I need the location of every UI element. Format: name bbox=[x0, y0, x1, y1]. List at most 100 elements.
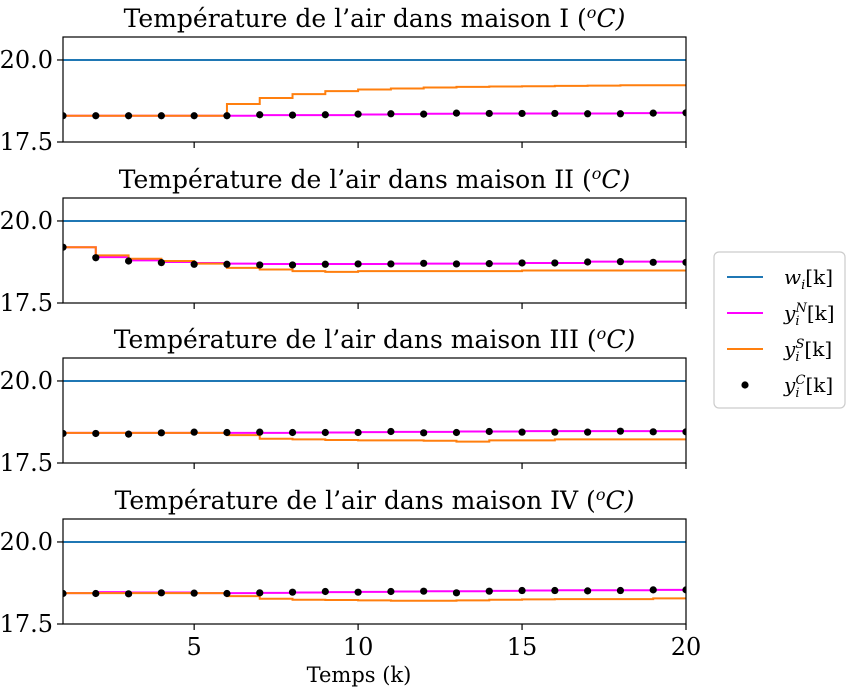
legend-label-arg: [k] bbox=[807, 301, 835, 325]
legend-label-base: w bbox=[784, 265, 801, 289]
point-yC bbox=[354, 110, 362, 118]
point-yC bbox=[223, 428, 231, 437]
legend-box bbox=[713, 251, 846, 409]
plot-area bbox=[63, 58, 686, 120]
point-yC bbox=[190, 589, 198, 597]
legend-entry-yS: yiS[k] bbox=[727, 337, 832, 365]
point-yC bbox=[452, 428, 461, 437]
panel-title-unit: C) bbox=[605, 486, 634, 515]
point-yC bbox=[616, 110, 625, 118]
point-yC bbox=[63, 243, 67, 251]
point-yC bbox=[354, 428, 362, 437]
point-yC bbox=[288, 111, 297, 119]
point-yC bbox=[288, 588, 297, 596]
point-yC bbox=[387, 587, 395, 596]
point-yC bbox=[551, 586, 559, 595]
legend-label-sub: i bbox=[795, 350, 799, 365]
point-yC bbox=[616, 586, 625, 595]
point-yC bbox=[616, 258, 625, 266]
point-yC bbox=[354, 260, 362, 268]
legend-label-sub: i bbox=[801, 278, 805, 293]
panel-title-sup: o bbox=[597, 324, 607, 343]
axes-frame bbox=[62, 197, 687, 304]
point-yC bbox=[616, 427, 625, 435]
plot-area bbox=[63, 540, 686, 602]
axes-frame bbox=[62, 36, 687, 143]
point-yC bbox=[452, 589, 461, 597]
point-yC bbox=[124, 112, 133, 120]
point-yC bbox=[682, 428, 686, 436]
panel-2: Température de l’air dans maison II (oC)… bbox=[0, 164, 687, 317]
point-yC bbox=[485, 109, 493, 118]
point-yC bbox=[551, 428, 559, 436]
legend-label-sup: C bbox=[795, 373, 805, 388]
legend-label-base: y bbox=[783, 373, 796, 397]
panel-title-sup: o bbox=[587, 3, 597, 22]
panel-title-unit: C) bbox=[596, 4, 625, 33]
series-yS bbox=[63, 84, 686, 117]
point-yC bbox=[124, 257, 133, 265]
axes-frame bbox=[62, 518, 687, 625]
point-yC bbox=[223, 589, 231, 598]
point-yC bbox=[649, 258, 657, 266]
legend-label: yiN[k] bbox=[783, 301, 835, 329]
y-tick-label: 17.5 bbox=[0, 610, 53, 638]
point-yC bbox=[157, 112, 165, 120]
panel-title-text: Température de l’air dans maison IV ( bbox=[115, 486, 596, 515]
legend-label-arg: [k] bbox=[805, 265, 833, 289]
panel-title: Température de l’air dans maison IV (oC) bbox=[115, 485, 635, 515]
point-yC bbox=[92, 589, 100, 598]
point-yC bbox=[682, 258, 686, 266]
x-tick-label: 5 bbox=[187, 633, 202, 661]
panel-title: Température de l’air dans maison II (oC) bbox=[119, 164, 631, 194]
panels: Température de l’air dans maison I (oC) 1… bbox=[0, 3, 701, 661]
point-yC bbox=[256, 428, 264, 436]
point-yC bbox=[551, 109, 559, 118]
point-yC bbox=[420, 259, 428, 267]
series-yS bbox=[63, 246, 686, 273]
point-yC bbox=[92, 112, 100, 120]
legend-label-sup: S bbox=[795, 337, 804, 352]
x-tick-label: 20 bbox=[671, 633, 702, 661]
point-yC bbox=[124, 590, 133, 598]
plot-area bbox=[63, 379, 686, 443]
point-yC bbox=[190, 260, 198, 268]
legend-label-arg: [k] bbox=[805, 373, 833, 397]
panel-title: Température de l’air dans maison I (oC) bbox=[124, 3, 626, 33]
point-yC bbox=[321, 260, 329, 268]
point-yC bbox=[649, 428, 657, 436]
y-tick-label: 20.0 bbox=[0, 528, 53, 556]
panel-title: Température de l’air dans maison III (oC… bbox=[114, 324, 635, 354]
point-yC bbox=[92, 254, 100, 262]
panel-title-sup: o bbox=[592, 164, 602, 183]
series-yS bbox=[63, 592, 686, 602]
panel-3: Température de l’air dans maison III (oC… bbox=[0, 324, 687, 477]
point-yC bbox=[124, 430, 133, 438]
point-yC bbox=[63, 589, 67, 598]
point-yC bbox=[157, 259, 165, 267]
point-yC bbox=[649, 586, 657, 594]
point-yC bbox=[682, 109, 686, 117]
point-yC bbox=[649, 109, 657, 117]
panel-title-unit: C) bbox=[601, 165, 630, 194]
legend-label-base: y bbox=[783, 337, 796, 361]
legend: wi[k]yiN[k]yiS[k]yiC[k] bbox=[713, 251, 846, 409]
y-tick-label: 20.0 bbox=[0, 46, 53, 74]
panel-4: Température de l’air dans maison IV (oC)… bbox=[0, 485, 701, 661]
point-yC bbox=[321, 587, 329, 596]
series-yS bbox=[63, 431, 686, 443]
point-yC bbox=[485, 427, 493, 436]
legend-entry-w: wi[k] bbox=[727, 265, 833, 293]
point-yC bbox=[321, 428, 329, 437]
panel-title-sup: o bbox=[596, 485, 606, 504]
panel-title-unit: C) bbox=[606, 325, 635, 354]
point-yC bbox=[518, 586, 526, 595]
legend-label: yiC[k] bbox=[783, 373, 833, 401]
point-yC bbox=[420, 429, 428, 437]
point-yC bbox=[584, 258, 592, 266]
point-yC bbox=[452, 260, 461, 268]
y-tick-label: 17.5 bbox=[0, 449, 53, 477]
panel-title-text: Température de l’air dans maison II ( bbox=[119, 165, 592, 194]
point-yC bbox=[190, 112, 198, 120]
